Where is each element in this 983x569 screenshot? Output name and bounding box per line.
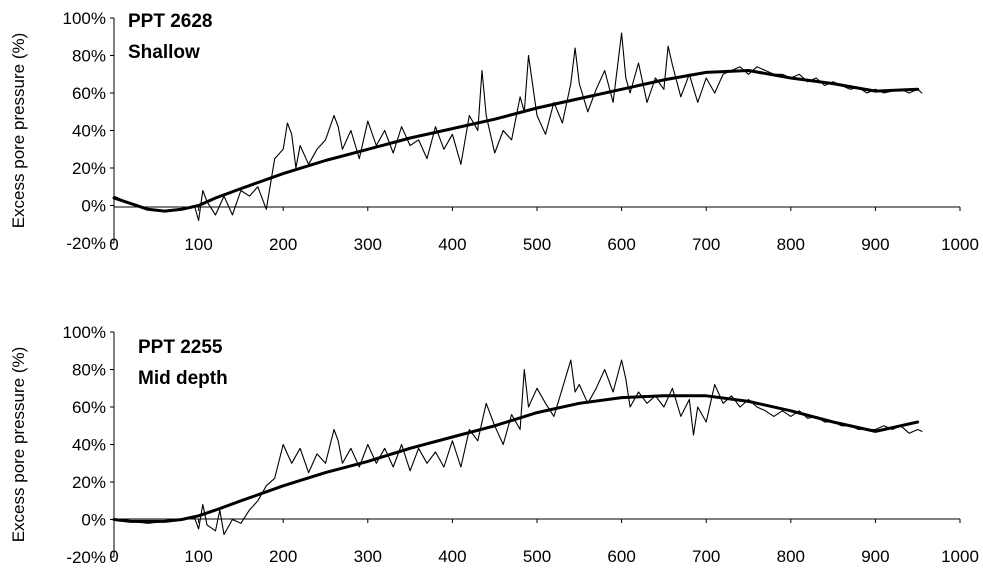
x-tick-label: 0 <box>109 235 118 254</box>
x-tick-label: 200 <box>269 547 297 566</box>
y-tick-label: 100% <box>63 9 106 28</box>
x-tick-label: 200 <box>269 235 297 254</box>
measured-pressure-line <box>114 360 922 534</box>
x-tick-label: 300 <box>354 547 382 566</box>
y-tick-label: 0% <box>81 197 106 216</box>
x-tick-label: 700 <box>692 235 720 254</box>
x-tick-label: 800 <box>777 547 805 566</box>
x-tick-label: 800 <box>777 235 805 254</box>
x-tick-label: 100 <box>184 547 212 566</box>
measured-pressure-line <box>114 33 922 221</box>
x-tick-label: 500 <box>523 235 551 254</box>
chart-subtitle: Mid depth <box>138 368 228 389</box>
x-tick-label: 400 <box>438 235 466 254</box>
x-tick-label: 900 <box>861 547 889 566</box>
x-tick-label: 500 <box>523 547 551 566</box>
x-tick-label: 1000 <box>941 547 979 566</box>
chart-title: PPT 2628 <box>128 11 213 32</box>
x-tick-label: 400 <box>438 547 466 566</box>
x-tick-label: 300 <box>354 235 382 254</box>
y-tick-label: 60% <box>72 84 106 103</box>
y-tick-label: 0% <box>81 511 106 530</box>
y-tick-label: 80% <box>72 361 106 380</box>
chart-title: PPT 2255 <box>138 337 223 358</box>
y-tick-label: 60% <box>72 398 106 417</box>
chart-subtitle: Shallow <box>128 42 200 63</box>
x-tick-label: 1000 <box>941 235 979 254</box>
y-tick-label: -20% <box>66 234 106 253</box>
x-tick-label: 0 <box>109 547 118 566</box>
x-tick-label: 100 <box>184 235 212 254</box>
y-axis-label: Excess pore pressure (%) <box>9 33 28 229</box>
x-tick-label: 600 <box>607 547 635 566</box>
y-tick-label: 20% <box>72 159 106 178</box>
y-tick-label: 20% <box>72 473 106 492</box>
y-axis-label: Excess pore pressure (%) <box>9 347 28 543</box>
trend-line <box>114 396 918 522</box>
y-tick-label: 80% <box>72 47 106 66</box>
y-tick-label: 40% <box>72 122 106 141</box>
trend-line <box>114 71 918 212</box>
y-tick-label: 40% <box>72 436 106 455</box>
y-tick-label: 100% <box>63 323 106 342</box>
x-tick-label: 600 <box>607 235 635 254</box>
x-tick-label: 900 <box>861 235 889 254</box>
x-tick-label: 700 <box>692 547 720 566</box>
y-tick-label: -20% <box>66 548 106 567</box>
